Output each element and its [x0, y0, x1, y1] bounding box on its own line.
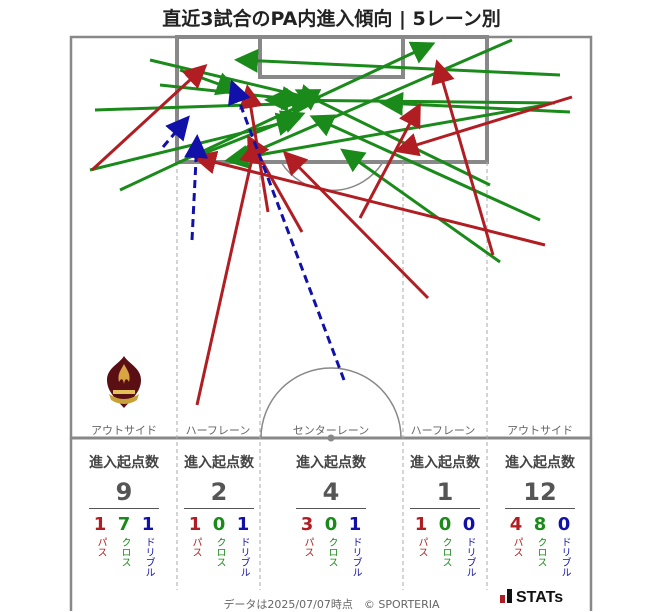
pass-label: パス	[190, 537, 201, 557]
footer-note: データは2025/07/07時点 © SPORTERIA	[223, 598, 440, 611]
lane-stats-halflane-right: 進入起点数 1 1 パス 0 クロス 0 ドリブル	[403, 452, 487, 577]
pass-arrow	[192, 150, 546, 247]
cross-count: 7	[117, 514, 131, 535]
lane-label-outside-right: アウトサイド	[507, 424, 573, 437]
pass-label: パス	[511, 537, 522, 557]
lane-stats-outside-right: 進入起点数 12 4 パス 8 クロス 0 ドリブル	[495, 452, 585, 577]
pass-count: 4	[509, 514, 523, 535]
stats-title: 進入起点数	[296, 455, 366, 471]
cross-count: 0	[212, 514, 226, 535]
brand-logo: STATs	[500, 589, 563, 607]
dribble-count: 1	[141, 514, 155, 535]
stats-total: 1	[436, 478, 454, 506]
lane-label-halflane-left: ハーフレーン	[185, 424, 251, 437]
stats-total: 12	[523, 478, 557, 506]
dribble-count: 1	[236, 514, 250, 535]
pass-count: 1	[93, 514, 107, 535]
cross-arrows	[89, 38, 571, 264]
cross-label: クロス	[440, 537, 451, 567]
dribble-count: 1	[348, 514, 362, 535]
pass-arrow	[239, 84, 270, 213]
stats-title: 進入起点数	[505, 455, 575, 471]
lane-stats-center: 進入起点数 4 3 パス 0 クロス 1 ドリブル	[286, 452, 376, 577]
cross-label: クロス	[214, 537, 225, 567]
cross-label: クロス	[119, 537, 130, 567]
pass-arrows	[90, 59, 573, 406]
stats-logo-bar-icon	[507, 589, 512, 603]
pass-arrow	[394, 95, 573, 157]
cross-arrow	[309, 114, 541, 222]
dribble-label: ドリブル	[238, 537, 249, 577]
dribble-label: ドリブル	[143, 537, 154, 577]
dribble-count: 0	[462, 514, 476, 535]
lane-label-outside-left: アウトサイド	[91, 424, 157, 437]
pass-label: パス	[416, 537, 427, 557]
pass-arrow	[90, 63, 208, 172]
dribble-arrow	[161, 115, 190, 148]
cross-arrow	[234, 48, 561, 77]
fleur-de-lis-crest-icon	[107, 356, 141, 408]
cross-arrow	[234, 38, 513, 162]
dribble-arrows	[161, 79, 346, 381]
stats-logo-icon	[500, 595, 505, 603]
page-title: 直近3試合のPA内進入傾向 | 5レーン別	[162, 8, 501, 30]
stats-title: 進入起点数	[89, 455, 159, 471]
cross-arrow	[94, 91, 316, 116]
pass-arrow	[247, 134, 304, 233]
pass-label: パス	[95, 537, 106, 557]
brand-text: STATs	[516, 589, 564, 606]
pass-arrow	[195, 139, 263, 406]
cross-label: クロス	[326, 537, 337, 567]
stats-total: 4	[322, 478, 340, 506]
stats-title: 進入起点数	[410, 455, 480, 471]
lane-label-halflane-right: ハーフレーン	[410, 424, 476, 437]
pass-count: 1	[188, 514, 202, 535]
pass-arrow	[431, 59, 495, 256]
cross-arrow	[224, 103, 546, 169]
stats-total: 9	[115, 478, 133, 506]
center-circle	[260, 367, 402, 439]
cross-label: クロス	[535, 537, 546, 567]
pass-count: 1	[414, 514, 428, 535]
cross-arrow	[340, 148, 501, 264]
dribble-count: 0	[557, 514, 571, 535]
lane-label-center: センターレーン	[292, 424, 370, 437]
dribble-label: ドリブル	[350, 537, 361, 577]
cross-arrow	[264, 88, 556, 113]
dribble-arrow	[184, 134, 209, 241]
dribble-label: ドリブル	[559, 537, 570, 577]
pass-count: 3	[300, 514, 314, 535]
goal-area	[258, 35, 405, 79]
dribble-arrow	[228, 79, 346, 381]
lane-stats-halflane-left: 進入起点数 2 1 パス 0 クロス 1 ドリブル	[178, 452, 260, 577]
dribble-label: ドリブル	[464, 537, 475, 577]
lane-stats-outside-left: 進入起点数 9 1 パス 7 クロス 1 ドリブル	[79, 452, 169, 577]
cross-count: 0	[324, 514, 338, 535]
pass-arrow	[282, 150, 430, 300]
cross-count: 8	[533, 514, 547, 535]
stats-title: 進入起点数	[184, 455, 254, 471]
cross-count: 0	[438, 514, 452, 535]
pass-label: パス	[302, 537, 313, 557]
stats-total: 2	[210, 478, 228, 506]
